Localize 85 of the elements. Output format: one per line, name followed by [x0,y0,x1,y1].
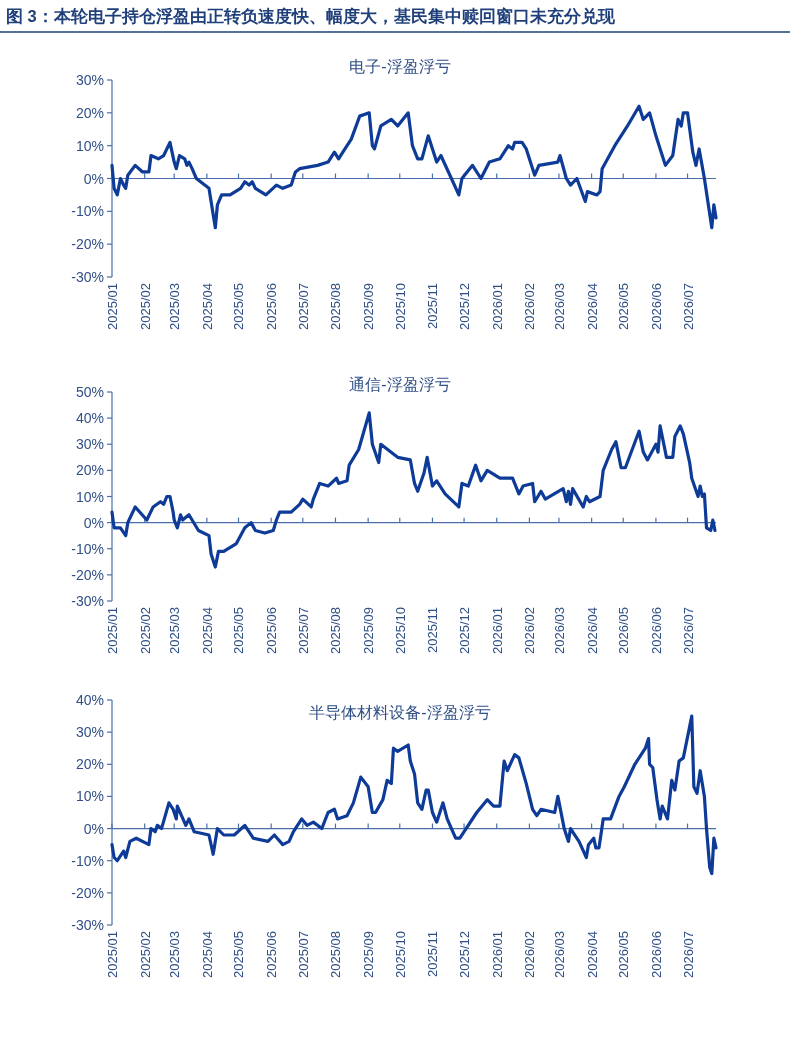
x-tick-label: 2025/10 [392,931,408,978]
y-tick-label: 20% [75,104,104,121]
x-tick-label: 2025/08 [328,931,344,978]
y-tick-label: -20% [71,236,104,253]
x-tick-label: 2026/04 [584,607,600,654]
x-tick-label: 2026/01 [489,607,505,654]
x-tick-label: 2025/05 [231,283,247,330]
x-tick-label: 2025/03 [167,283,183,330]
chart-title: 电子-浮盈浮亏 [349,58,451,75]
x-tick-label: 2025/08 [328,607,344,654]
y-tick-label: 0% [83,514,104,531]
chart-title: 通信-浮盈浮亏 [349,376,451,393]
x-tick-label: 2025/02 [137,931,153,978]
x-tick-label: 2025/01 [105,283,120,330]
y-tick-label: 20% [75,756,104,773]
y-tick-label: 10% [75,788,104,805]
chart-title: 半导体材料设备-浮盈浮亏 [309,704,491,721]
x-tick-label: 2026/05 [616,283,632,330]
x-tick-label: 2026/07 [680,607,696,654]
x-tick-label: 2025/06 [264,931,280,978]
x-tick-label: 2025/10 [392,607,408,654]
y-tick-label: -10% [71,852,104,869]
x-tick-label: 2025/09 [361,607,377,654]
y-tick-label: 10% [75,488,104,505]
x-tick-label: 2026/04 [584,283,600,330]
caption: 图 3：本轮电子持仓浮盈由正转负速度快、幅度大，基民集中赎回窗口未充分兑现 [6,7,616,25]
y-tick-label: 10% [75,137,104,154]
x-tick-label: 2026/06 [648,607,664,654]
x-tick-label: 2025/08 [328,283,344,330]
x-tick-label: 2025/12 [457,607,473,654]
y-tick-label: 50% [75,384,104,400]
y-tick-label: 20% [75,462,104,479]
x-tick-label: 2025/03 [167,607,183,654]
x-tick-label: 2025/03 [167,931,183,978]
y-tick-label: -10% [71,203,104,220]
x-tick-label: 2025/05 [231,931,247,978]
y-tick-label: -30% [71,917,104,933]
y-tick-label: 40% [75,692,104,708]
x-tick-label: 2026/03 [551,283,567,330]
y-tick-label: 0% [83,170,104,187]
x-tick-label: 2025/07 [295,607,311,654]
y-tick-label: 30% [75,724,104,741]
x-tick-label: 2025/07 [295,931,311,978]
x-tick-label: 2025/04 [199,931,215,978]
x-tick-label: 2026/06 [648,283,664,330]
x-tick-label: 2025/05 [231,607,247,654]
x-tick-label: 2025/04 [199,283,215,330]
y-tick-label: 30% [75,436,104,453]
x-tick-label: 2025/04 [199,607,215,654]
x-tick-label: 2026/06 [648,931,664,978]
x-tick-label: 2026/02 [522,931,538,978]
x-tick-label: 2025/01 [105,607,120,654]
x-tick-label: 2026/01 [489,931,505,978]
x-tick-label: 2025/11 [425,931,441,978]
x-tick-label: 2026/02 [522,283,538,330]
x-tick-label: 2026/05 [616,931,632,978]
x-tick-label: 2025/12 [457,283,473,330]
x-tick-label: 2026/07 [680,931,696,978]
x-tick-label: 2025/12 [457,931,473,978]
y-tick-label: -20% [71,566,104,583]
y-tick-label: 30% [75,72,104,88]
x-tick-label: 2025/02 [137,607,153,654]
x-tick-label: 2025/09 [361,931,377,978]
x-tick-label: 2026/02 [522,607,538,654]
x-tick-label: 2025/06 [264,607,280,654]
y-tick-label: -30% [71,593,104,609]
x-tick-label: 2025/07 [295,283,311,330]
x-tick-label: 2025/11 [425,283,441,330]
x-tick-label: 2025/02 [137,283,153,330]
x-tick-label: 2026/03 [551,931,567,978]
y-tick-label: -30% [71,269,104,285]
y-tick-label: 40% [75,410,104,427]
y-tick-label: -20% [71,884,104,901]
x-tick-label: 2026/01 [489,283,505,330]
x-tick-label: 2026/05 [616,607,632,654]
x-tick-label: 2026/03 [551,607,567,654]
x-tick-label: 2025/11 [425,607,441,654]
x-tick-label: 2025/01 [105,931,120,978]
x-tick-label: 2026/04 [584,931,600,978]
x-tick-label: 2025/06 [264,283,280,330]
y-tick-label: -10% [71,540,104,557]
x-tick-label: 2026/07 [680,283,696,330]
x-tick-label: 2025/10 [392,283,408,330]
y-tick-label: 0% [83,820,104,837]
x-tick-label: 2025/09 [361,283,377,330]
